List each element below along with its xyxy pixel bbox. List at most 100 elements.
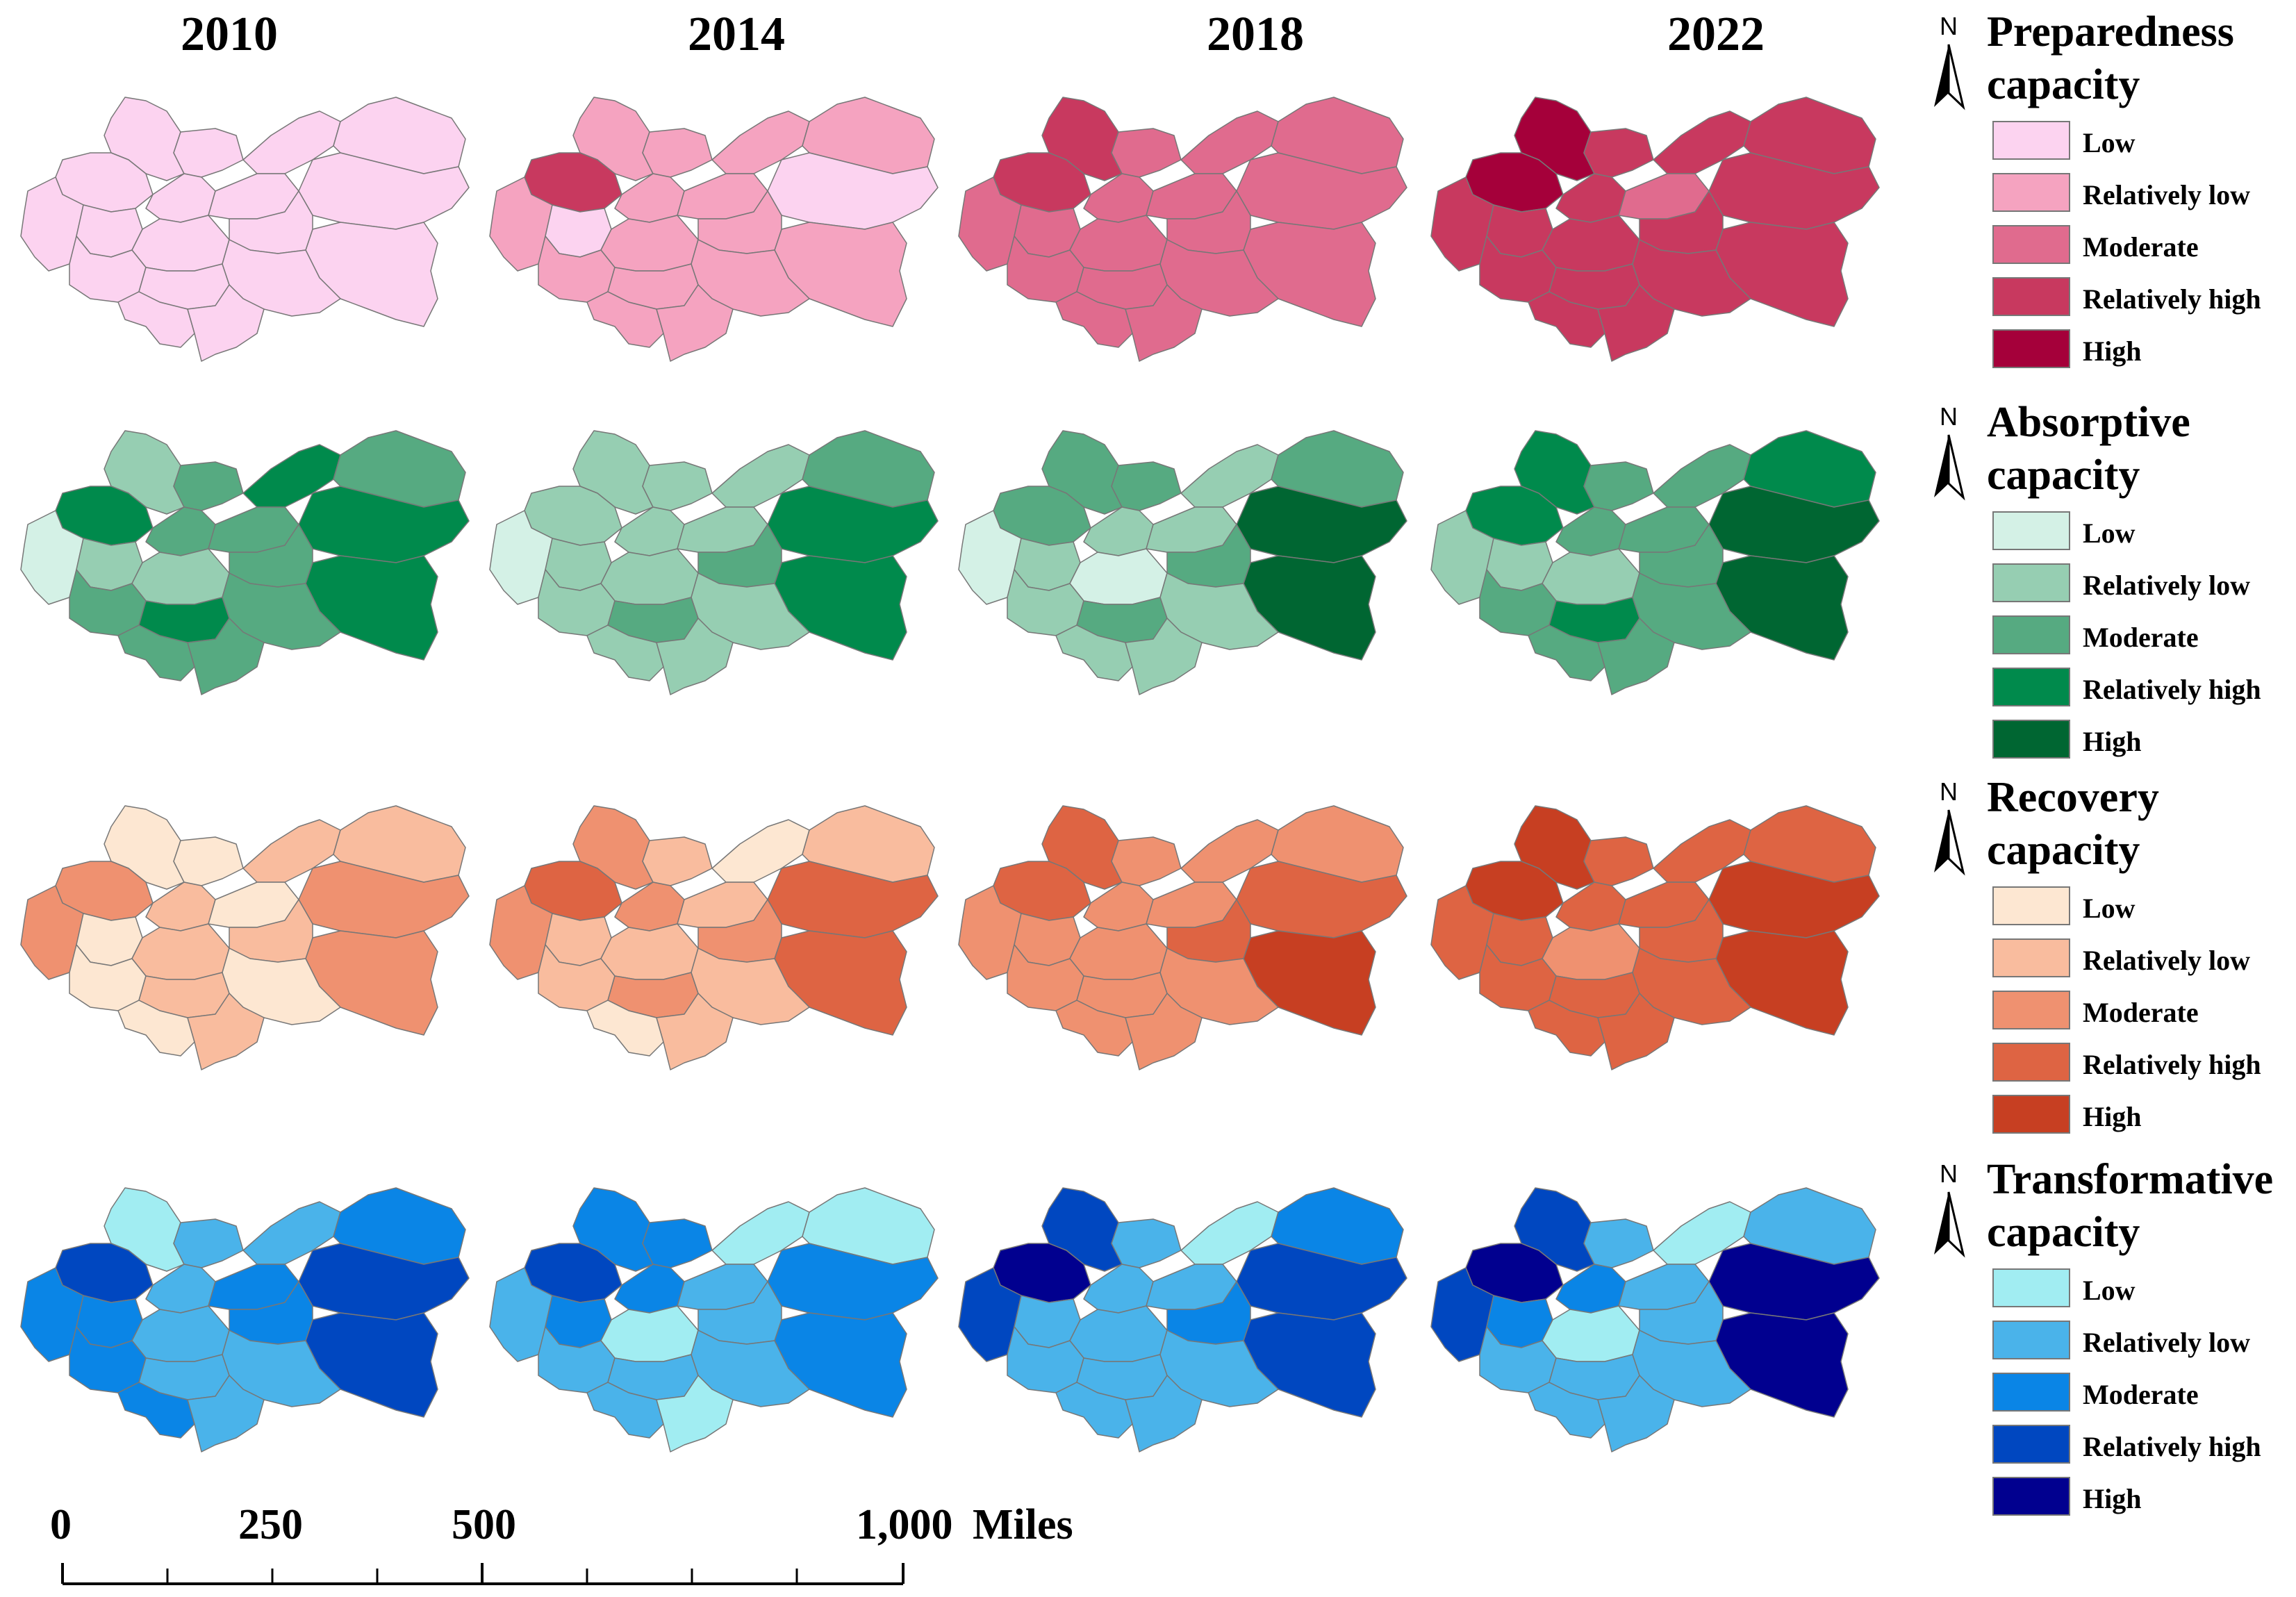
map-region — [1055, 291, 1133, 348]
map-region — [145, 173, 216, 223]
map-region — [614, 506, 685, 556]
map-region — [1555, 1264, 1626, 1314]
legend-item: Low — [1987, 121, 2296, 173]
map-region — [1528, 624, 1605, 681]
map-region — [642, 461, 713, 511]
map-region — [131, 215, 230, 272]
legend-swatch — [1992, 615, 2070, 654]
legend-title-line1: Preparedness — [1987, 8, 2234, 56]
map-region — [131, 548, 230, 605]
map-region — [586, 624, 664, 681]
map-svg — [958, 1187, 1407, 1453]
map-region — [131, 923, 230, 980]
north-label: N — [1940, 12, 1958, 40]
legend-label: High — [2083, 1483, 2142, 1514]
legend-item: Relatively high — [1987, 1043, 2296, 1095]
map-region — [1597, 993, 1675, 1070]
scale-bar-line — [61, 1563, 905, 1585]
legend-title-line2: capacity — [1987, 452, 2140, 499]
map-region — [600, 1305, 699, 1362]
legend-item: Relatively low — [1987, 563, 2296, 615]
legend-item: Moderate — [1987, 225, 2296, 277]
year-header-2022: 2022 — [1667, 8, 1765, 61]
legend-label: Relatively high — [2083, 1049, 2261, 1080]
map-region — [1069, 215, 1168, 272]
legend-item: Low — [1987, 886, 2296, 938]
map-region — [1125, 284, 1203, 362]
map-region — [1083, 1264, 1154, 1314]
legend-title-line2: capacity — [1987, 827, 2140, 874]
legend-label: Moderate — [2083, 997, 2199, 1028]
map-region — [642, 128, 713, 178]
map-preparedness-2014 — [476, 69, 962, 403]
map-svg — [20, 430, 470, 695]
legend-label: High — [2083, 726, 2142, 757]
map-region — [1055, 624, 1133, 681]
legend-recovery: N Recovery capacity Low Relatively low Mod… — [1934, 771, 2296, 1147]
map-region — [173, 461, 244, 511]
legend-items: Low Relatively low Moderate Relatively high… — [1987, 121, 2296, 381]
legend-label: Low — [2083, 1275, 2136, 1306]
map-region — [656, 993, 734, 1070]
map-region — [117, 1382, 195, 1439]
scale-label-250: 250 — [238, 1501, 303, 1548]
legend-swatch — [1992, 991, 2070, 1029]
legend-transformative: N Transformative capacity Low Relatively … — [1934, 1153, 2296, 1529]
map-region — [1514, 97, 1595, 181]
legend-swatch — [1992, 511, 2070, 550]
map-svg — [1430, 1187, 1880, 1453]
map-region — [1111, 1218, 1182, 1268]
scale-bar: 0 250 500 1,000 Miles — [42, 1500, 1125, 1591]
year-header-2010: 2010 — [181, 8, 278, 61]
legend-label: Relatively low — [2083, 179, 2251, 210]
map-region — [642, 1218, 713, 1268]
legend-swatch — [1992, 329, 2070, 368]
legend-item: Moderate — [1987, 991, 2296, 1043]
map-region — [187, 618, 265, 695]
map-region — [1111, 461, 1182, 511]
scale-label-500: 500 — [452, 1501, 516, 1548]
map-region — [173, 1218, 244, 1268]
map-region — [600, 923, 699, 980]
map-region — [642, 836, 713, 886]
legend-absorptive: N Absorptive capacity Low Relatively low M… — [1934, 396, 2296, 772]
map-region — [1041, 1187, 1123, 1272]
north-arrow-icon: N — [1934, 12, 1965, 110]
legend-swatch — [1992, 1321, 2070, 1359]
map-region — [1243, 222, 1376, 327]
legend-swatch — [1992, 1043, 2070, 1082]
map-recovery-2018 — [945, 778, 1431, 1111]
map-transformative-2018 — [945, 1160, 1431, 1493]
map-preparedness-2022 — [1417, 69, 1903, 403]
map-region — [572, 1187, 654, 1272]
map-region — [145, 882, 216, 932]
legend-swatch — [1992, 1373, 2070, 1412]
map-region — [1542, 548, 1640, 605]
legend-item: Relatively high — [1987, 668, 2296, 720]
map-svg — [20, 97, 470, 362]
map-region — [117, 1000, 195, 1057]
legend-label: Relatively high — [2083, 674, 2261, 705]
north-label: N — [1940, 777, 1958, 806]
map-region — [117, 624, 195, 681]
map-svg — [489, 1187, 939, 1453]
legend-swatch — [1992, 121, 2070, 160]
legend-item: Relatively low — [1987, 938, 2296, 991]
legend-swatch — [1992, 173, 2070, 212]
map-region — [1041, 430, 1123, 515]
map-transformative-2022 — [1417, 1160, 1903, 1493]
map-region — [117, 291, 195, 348]
legend-item: Low — [1987, 511, 2296, 563]
map-absorptive-2014 — [476, 403, 962, 736]
year-header-2014: 2014 — [688, 8, 785, 61]
map-preparedness-2010 — [7, 69, 493, 403]
map-preparedness-2018 — [945, 69, 1431, 403]
legend-swatch — [1992, 1095, 2070, 1134]
legend-title-line2: capacity — [1987, 61, 2140, 108]
legend-item: Moderate — [1987, 1373, 2296, 1425]
legend-swatch — [1992, 668, 2070, 706]
map-region — [1243, 1312, 1376, 1418]
map-region — [600, 215, 699, 272]
map-region — [1542, 215, 1640, 272]
map-absorptive-2018 — [945, 403, 1431, 736]
